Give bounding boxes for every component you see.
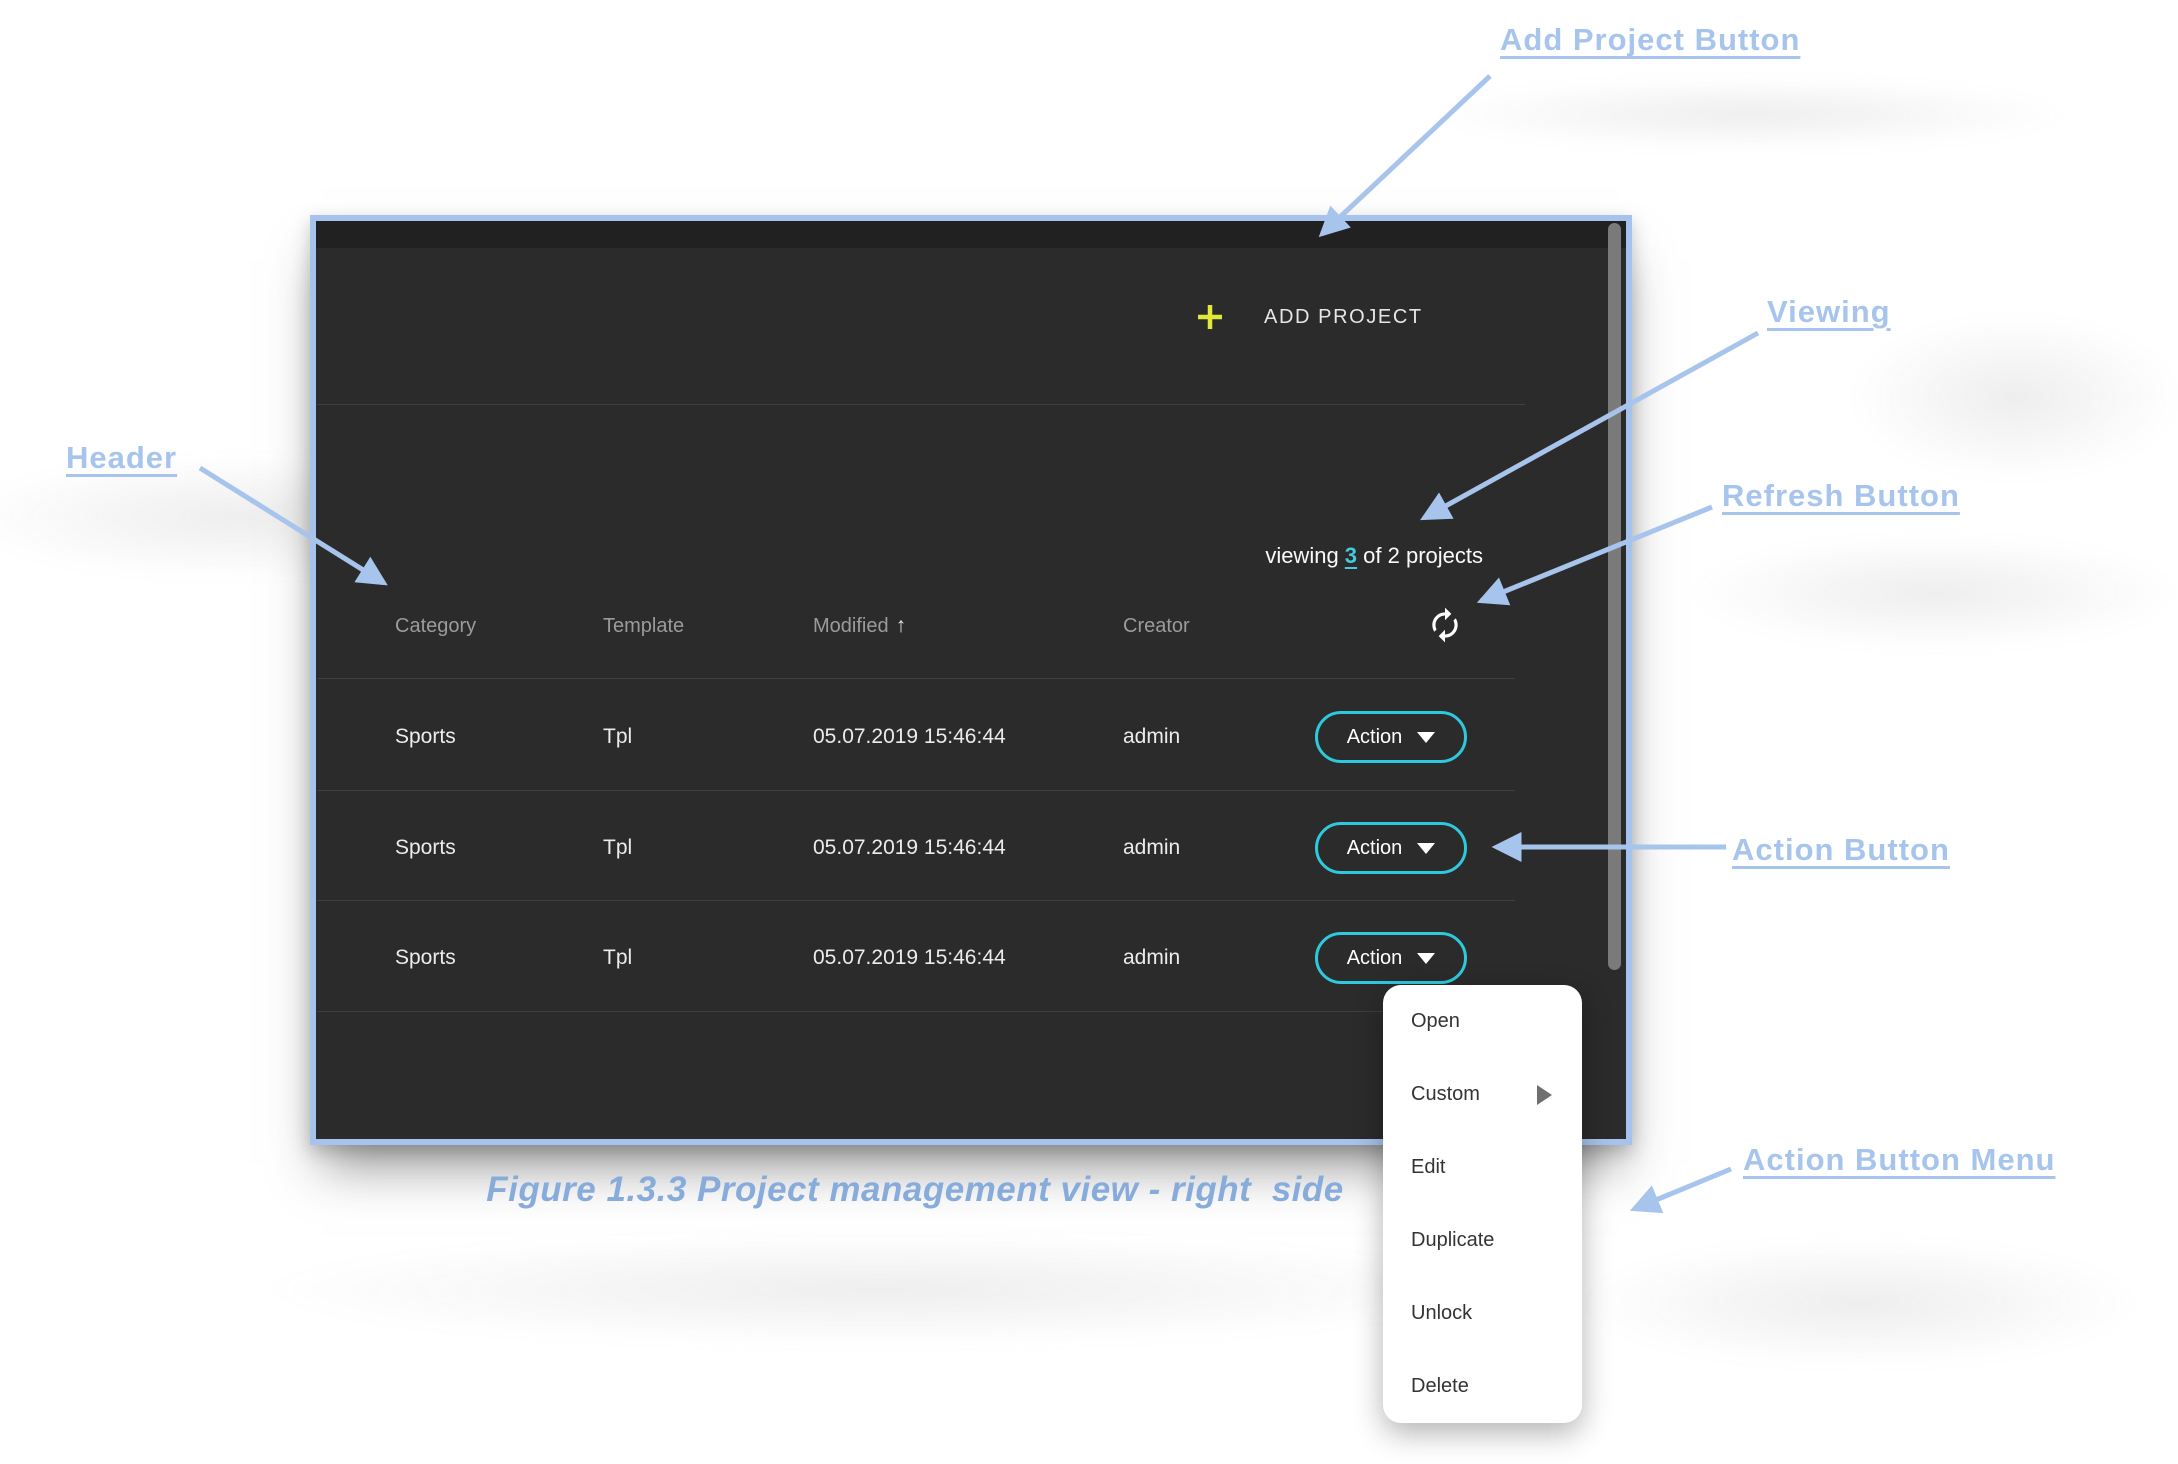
sort-ascending-icon: ↑ [895,614,907,637]
annotation-action-button[interactable]: Action Button [1732,832,1950,867]
divider [317,900,1515,901]
viewing-count-link[interactable]: 3 [1344,543,1358,568]
column-header-creator[interactable]: Creator [1123,615,1190,637]
cell-modified: 05.07.2019 15:46:44 [813,946,1006,969]
panel-titlebar [316,221,1626,248]
cell-template: Tpl [603,946,633,969]
annotation-add-project-button[interactable]: Add Project Button [1500,22,1801,57]
background-smudge [1850,315,2178,480]
caret-down-icon [1417,731,1436,743]
arrow-action-menu [1629,1166,1732,1214]
background-smudge [1690,535,2178,650]
viewing-summary: viewing 3 of 2 projects [1265,543,1483,569]
menu-item-custom[interactable]: Custom [1383,1058,1582,1131]
menu-item-edit[interactable]: Edit [1383,1131,1582,1204]
divider [317,404,1525,405]
annotation-viewing[interactable]: Viewing [1767,294,1891,329]
scrollbar-thumb[interactable] [1608,223,1621,970]
annotation-refresh-button[interactable]: Refresh Button [1722,478,1960,513]
background-smudge [1430,78,2070,150]
caret-down-icon [1417,842,1436,854]
menu-item-open[interactable]: Open [1383,985,1582,1058]
divider [317,1011,1515,1012]
column-header-template[interactable]: Template [603,615,685,637]
cell-category: Sports [395,725,456,748]
background-smudge [1580,1238,2140,1368]
add-project-label: ADD PROJECT [1264,305,1423,328]
cell-creator: admin [1123,725,1181,748]
divider [317,790,1515,791]
figure-caption: Figure 1.3.3 Project management view - r… [486,1170,1344,1209]
divider [317,678,1515,679]
cell-category: Sports [395,836,456,859]
annotation-action-button-menu[interactable]: Action Button Menu [1743,1142,2056,1177]
refresh-button[interactable] [1421,602,1469,650]
cell-template: Tpl [603,725,633,748]
action-button[interactable]: Action [1315,711,1467,763]
action-dropdown-menu: Open Custom Edit Duplicate Unlock Delete [1383,985,1582,1423]
menu-item-duplicate[interactable]: Duplicate [1383,1204,1582,1277]
cell-creator: admin [1123,836,1181,859]
plus-icon [1194,301,1226,333]
action-button[interactable]: Action [1315,932,1467,984]
cell-template: Tpl [603,836,633,859]
cell-modified: 05.07.2019 15:46:44 [813,836,1006,859]
column-header-modified[interactable]: Modified ↑ [813,614,907,637]
annotation-header[interactable]: Header [66,440,178,475]
autorenew-icon [1426,606,1464,647]
cell-modified: 05.07.2019 15:46:44 [813,725,1006,748]
cell-creator: admin [1123,946,1181,969]
menu-item-unlock[interactable]: Unlock [1383,1277,1582,1350]
action-button[interactable]: Action [1315,822,1467,874]
menu-item-delete[interactable]: Delete [1383,1350,1582,1423]
background-smudge [260,1232,1500,1347]
caret-down-icon [1417,952,1436,964]
viewing-suffix: of 2 projects [1357,543,1483,568]
column-header-category[interactable]: Category [395,615,477,637]
triangle-right-icon [1537,1084,1552,1105]
add-project-button[interactable]: ADD PROJECT [1194,293,1423,341]
viewing-prefix: viewing [1265,543,1345,568]
cell-category: Sports [395,946,456,969]
